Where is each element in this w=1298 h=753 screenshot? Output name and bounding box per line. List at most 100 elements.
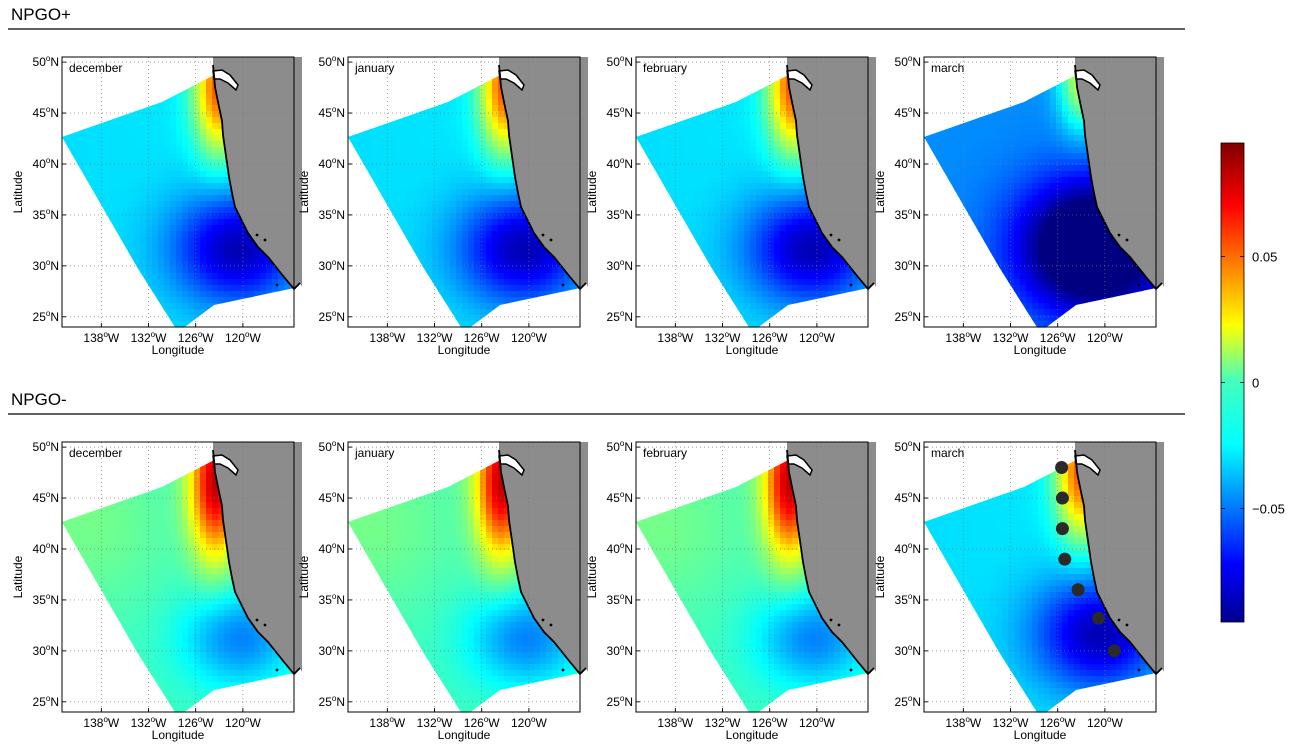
- field-cell: [128, 63, 135, 70]
- field-cell: [558, 297, 565, 304]
- field-cell: [194, 159, 201, 166]
- field-cell: [498, 189, 505, 196]
- field-cell: [62, 279, 69, 286]
- field-cell: [540, 261, 547, 268]
- field-cell: [654, 111, 661, 118]
- field-cell: [504, 225, 511, 232]
- field-cell: [146, 87, 153, 94]
- field-cell: [768, 207, 775, 214]
- field-cell: [468, 135, 475, 142]
- field-cell: [74, 273, 81, 280]
- field-cell: [74, 291, 81, 298]
- field-cell: [402, 147, 409, 154]
- field-cell: [474, 141, 481, 148]
- field-cell: [462, 225, 469, 232]
- field-cell: [98, 189, 105, 196]
- field-cell: [188, 75, 195, 82]
- field-cell: [230, 261, 237, 268]
- field-cell: [426, 249, 433, 256]
- field-cell: [74, 159, 81, 166]
- field-cell: [224, 183, 231, 190]
- field-cell: [450, 81, 457, 88]
- field-cell: [672, 135, 679, 142]
- field-cell: [170, 279, 177, 286]
- field-cell: [92, 273, 99, 280]
- field-cell: [366, 225, 373, 232]
- field-cell: [450, 297, 457, 304]
- field-cell: [450, 171, 457, 178]
- field-cell: [396, 189, 403, 196]
- field-cell: [426, 81, 433, 88]
- field-cell: [104, 315, 111, 322]
- field-cell: [134, 171, 141, 178]
- field-cell: [714, 213, 721, 220]
- field-cell: [176, 123, 183, 130]
- field-cell: [732, 165, 739, 172]
- field-cell: [116, 195, 123, 202]
- field-cell: [474, 105, 481, 112]
- field-cell: [468, 117, 475, 124]
- field-cell: [92, 213, 99, 220]
- field-cell: [348, 279, 355, 286]
- field-cell: [194, 117, 201, 124]
- field-cell: [74, 309, 81, 316]
- field-cell: [116, 87, 123, 94]
- field-cell: [366, 141, 373, 148]
- field-cell: [68, 135, 75, 142]
- field-cell: [354, 123, 361, 130]
- field-cell: [86, 279, 93, 286]
- field-cell: [230, 213, 237, 220]
- field-cell: [438, 249, 445, 256]
- field-cell: [182, 111, 189, 118]
- field-cell: [116, 237, 123, 244]
- field-cell: [444, 93, 451, 100]
- field-cell: [432, 213, 439, 220]
- field-cell: [188, 249, 195, 256]
- field-cell: [378, 309, 385, 316]
- field-cell: [750, 123, 757, 130]
- field-cell: [248, 273, 255, 280]
- field-cell: [206, 135, 213, 142]
- field-cell: [384, 171, 391, 178]
- field-cell: [522, 291, 529, 298]
- field-cell: [654, 225, 661, 232]
- field-cell: [74, 231, 81, 238]
- field-cell: [384, 141, 391, 148]
- field-cell: [438, 315, 445, 322]
- field-cell: [396, 207, 403, 214]
- field-cell: [116, 249, 123, 256]
- field-cell: [522, 297, 529, 304]
- field-cell: [468, 297, 475, 304]
- field-cell: [702, 207, 709, 214]
- field-cell: [372, 231, 379, 238]
- field-cell: [660, 261, 667, 268]
- field-cell: [528, 273, 535, 280]
- field-cell: [74, 303, 81, 310]
- field-cell: [414, 255, 421, 262]
- field-cell: [146, 165, 153, 172]
- field-cell: [648, 111, 655, 118]
- field-cell: [672, 165, 679, 172]
- field-cell: [354, 225, 361, 232]
- field-cell: [696, 219, 703, 226]
- field-cell: [420, 303, 427, 310]
- field-cell: [768, 135, 775, 142]
- field-cell: [242, 279, 249, 286]
- field-cell: [498, 231, 505, 238]
- field-cell: [486, 81, 493, 88]
- field-cell: [218, 255, 225, 262]
- field-cell: [236, 249, 243, 256]
- field-cell: [678, 249, 685, 256]
- field-cell: [450, 255, 457, 262]
- field-cell: [684, 159, 691, 166]
- field-cell: [212, 93, 219, 100]
- field-cell: [254, 309, 261, 316]
- field-cell: [420, 141, 427, 148]
- field-cell: [260, 285, 267, 292]
- field-cell: [504, 153, 511, 160]
- field-cell: [86, 315, 93, 322]
- field-cell: [654, 165, 661, 172]
- field-cell: [462, 321, 469, 328]
- field-cell: [140, 117, 147, 124]
- field-cell: [456, 171, 463, 178]
